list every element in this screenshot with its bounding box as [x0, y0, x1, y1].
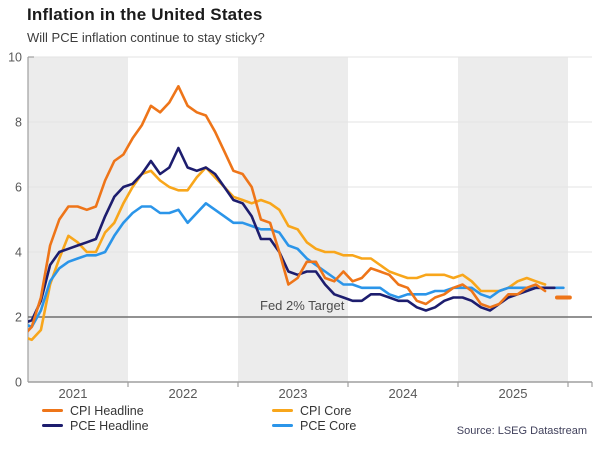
x-axis-label: 2022 — [169, 386, 198, 400]
legend-column-right: CPI Core PCE Core — [272, 403, 356, 433]
x-axis-label: 2023 — [279, 386, 308, 400]
x-axis-label: 2025 — [499, 386, 528, 400]
y-axis-label: 6 — [15, 181, 22, 195]
series-line-cpi-headline — [28, 85, 547, 333]
cpi-core-swatch-icon — [272, 408, 293, 413]
series-line-pce-core — [28, 202, 565, 329]
y-axis-label: 8 — [15, 116, 22, 130]
cpi-headline-swatch-icon — [42, 408, 63, 413]
pce-headline-swatch-icon — [42, 423, 63, 428]
year-band — [238, 57, 348, 382]
chart-title: Inflation in the United States — [27, 5, 263, 24]
legend-item-cpi-headline: CPI Headline — [42, 403, 149, 418]
legend-column-left: CPI Headline PCE Headline — [42, 403, 149, 433]
y-axis-label: 0 — [15, 376, 22, 390]
y-axis-label: 2 — [15, 311, 22, 325]
legend-label: CPI Headline — [70, 403, 144, 418]
year-band — [28, 57, 128, 382]
pce-core-swatch-icon — [272, 423, 293, 428]
chart-subtitle: Will PCE inflation continue to stay stic… — [27, 30, 265, 45]
inflation-line-chart: 0 2 4 6 8 10 2021 2022 2023 2024 2025 Fed 2% Target — [8, 51, 593, 400]
legend-item-pce-core: PCE Core — [272, 418, 356, 433]
legend-label: PCE Headline — [70, 418, 149, 433]
legend-label: CPI Core — [300, 403, 352, 418]
source-credit: Source: LSEG Datastream — [456, 425, 587, 437]
x-axis-label: 2021 — [59, 386, 88, 400]
x-axis-label: 2024 — [389, 386, 418, 400]
series-line-pce-headline — [28, 146, 556, 323]
chart-legend: CPI Headline PCE Headline CPI Core PCE C… — [0, 403, 600, 435]
legend-item-cpi-core: CPI Core — [272, 403, 356, 418]
series-line-cpi-core — [28, 166, 547, 342]
y-axis-label: 4 — [15, 246, 22, 260]
fed-target-label: Fed 2% Target — [260, 298, 345, 313]
legend-item-pce-headline: PCE Headline — [42, 418, 149, 433]
legend-label: PCE Core — [300, 418, 357, 433]
year-band — [458, 57, 568, 382]
y-axis-label: 10 — [8, 51, 22, 65]
